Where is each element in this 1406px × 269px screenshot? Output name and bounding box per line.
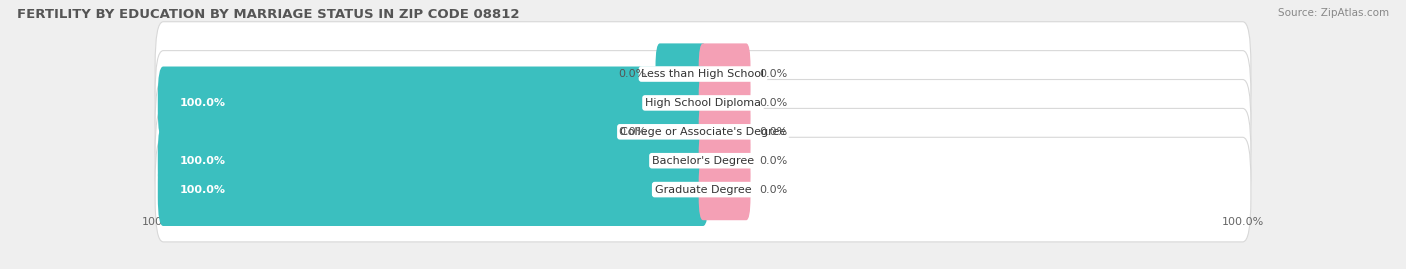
FancyBboxPatch shape bbox=[699, 159, 751, 220]
Text: 100.0%: 100.0% bbox=[180, 98, 225, 108]
FancyBboxPatch shape bbox=[157, 66, 709, 139]
Text: FERTILITY BY EDUCATION BY MARRIAGE STATUS IN ZIP CODE 08812: FERTILITY BY EDUCATION BY MARRIAGE STATU… bbox=[17, 8, 519, 21]
FancyBboxPatch shape bbox=[699, 43, 751, 105]
FancyBboxPatch shape bbox=[155, 80, 1251, 184]
Text: High School Diploma: High School Diploma bbox=[645, 98, 761, 108]
Text: Source: ZipAtlas.com: Source: ZipAtlas.com bbox=[1278, 8, 1389, 18]
Text: Bachelor's Degree: Bachelor's Degree bbox=[652, 156, 754, 166]
Text: 0.0%: 0.0% bbox=[619, 69, 647, 79]
Legend: Married, Unmarried: Married, Unmarried bbox=[616, 267, 790, 269]
Text: 100.0%: 100.0% bbox=[180, 185, 225, 194]
FancyBboxPatch shape bbox=[699, 72, 751, 133]
Text: 0.0%: 0.0% bbox=[759, 127, 787, 137]
Text: 0.0%: 0.0% bbox=[759, 69, 787, 79]
FancyBboxPatch shape bbox=[155, 137, 1251, 242]
FancyBboxPatch shape bbox=[157, 124, 709, 197]
FancyBboxPatch shape bbox=[155, 22, 1251, 126]
Text: 0.0%: 0.0% bbox=[759, 98, 787, 108]
Text: 0.0%: 0.0% bbox=[759, 156, 787, 166]
Text: 100.0%: 100.0% bbox=[180, 156, 225, 166]
FancyBboxPatch shape bbox=[655, 43, 707, 105]
Text: 0.0%: 0.0% bbox=[619, 127, 647, 137]
Text: Less than High School: Less than High School bbox=[641, 69, 765, 79]
FancyBboxPatch shape bbox=[157, 153, 709, 226]
FancyBboxPatch shape bbox=[699, 101, 751, 162]
FancyBboxPatch shape bbox=[155, 51, 1251, 155]
Text: College or Associate's Degree: College or Associate's Degree bbox=[620, 127, 786, 137]
FancyBboxPatch shape bbox=[655, 101, 707, 162]
Text: Graduate Degree: Graduate Degree bbox=[655, 185, 751, 194]
Text: 0.0%: 0.0% bbox=[759, 185, 787, 194]
FancyBboxPatch shape bbox=[699, 130, 751, 191]
FancyBboxPatch shape bbox=[155, 108, 1251, 213]
